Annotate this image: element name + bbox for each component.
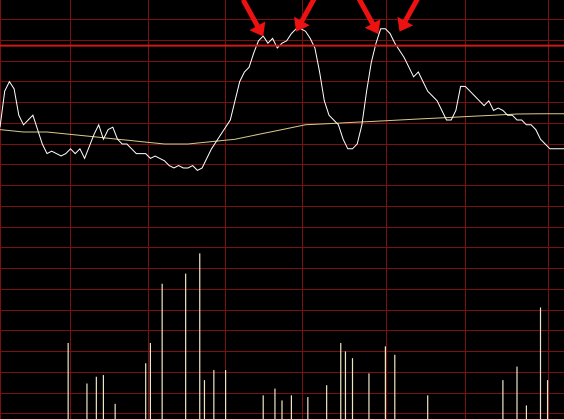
arrow-shaft-1	[299, 0, 317, 24]
arrow-3	[397, 0, 420, 32]
arrow-0	[241, 0, 266, 37]
arrow-head-3	[397, 16, 414, 32]
arrow-head-1	[294, 16, 310, 32]
arrow-head-2	[364, 19, 381, 34]
arrow-1	[294, 0, 317, 32]
volume-layer	[67, 253, 549, 419]
arrows-layer	[241, 0, 420, 37]
average-price-layer	[0, 113, 564, 145]
average-price-line	[0, 113, 564, 145]
arrow-shaft-0	[241, 0, 260, 29]
price-line	[0, 28, 564, 172]
price-layer	[0, 28, 564, 172]
arrow-head-0	[249, 21, 266, 37]
arrow-shaft-2	[356, 0, 376, 26]
arrow-shaft-3	[402, 0, 420, 24]
arrow-2	[356, 0, 381, 34]
